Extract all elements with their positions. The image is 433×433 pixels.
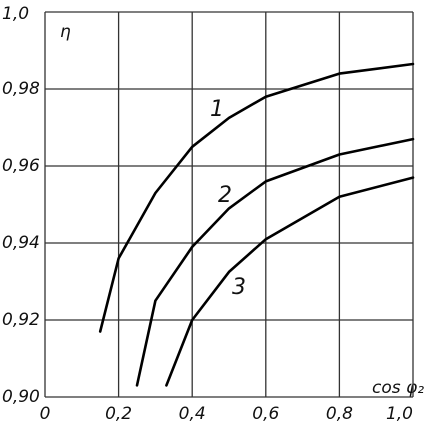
curve <box>135 137 415 387</box>
x-tick-label: 0,2 <box>105 404 132 424</box>
curve <box>98 62 415 333</box>
curve-label: 1 <box>210 97 224 122</box>
y-axis-label: η <box>60 22 71 42</box>
y-tick-label: 0,98 <box>2 79 40 99</box>
x-tick-label: 0,8 <box>326 404 353 424</box>
x-axis-label: cos φ₂ <box>372 378 424 398</box>
curve-label: 2 <box>218 183 232 208</box>
x-tick-label: 0 <box>40 404 51 424</box>
curve <box>165 176 415 387</box>
y-tick-label: 0,90 <box>2 387 40 407</box>
y-tick-label: 0,96 <box>2 156 40 176</box>
x-tick-label: 1,0 <box>386 404 413 424</box>
y-tick-label: 0,94 <box>2 233 40 253</box>
x-tick-label: 0,4 <box>179 404 206 424</box>
y-tick-label: 1,0 <box>2 4 29 24</box>
x-tick-label: 0,6 <box>252 404 279 424</box>
curve-label: 3 <box>232 275 246 300</box>
y-tick-label: 0,92 <box>2 310 40 330</box>
